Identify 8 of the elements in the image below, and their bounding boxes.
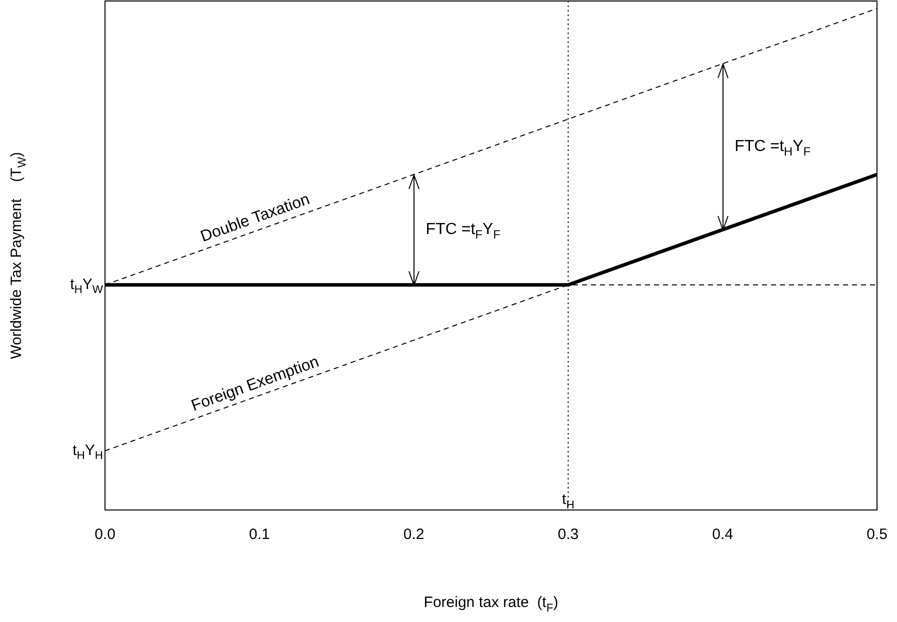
- x-tick-label: 0.3: [558, 526, 579, 544]
- x-tick-label: 0.1: [248, 526, 270, 544]
- y-axis-title: Worldwide Tax Payment (TW): [8, 152, 28, 360]
- x-tick-label: 0.0: [94, 526, 116, 544]
- x-tick-label: 0.5: [866, 526, 888, 544]
- text: Double Taxation: [198, 191, 312, 246]
- x-tick-label: 0.2: [403, 526, 424, 544]
- x-tick-label: 0.4: [712, 526, 734, 544]
